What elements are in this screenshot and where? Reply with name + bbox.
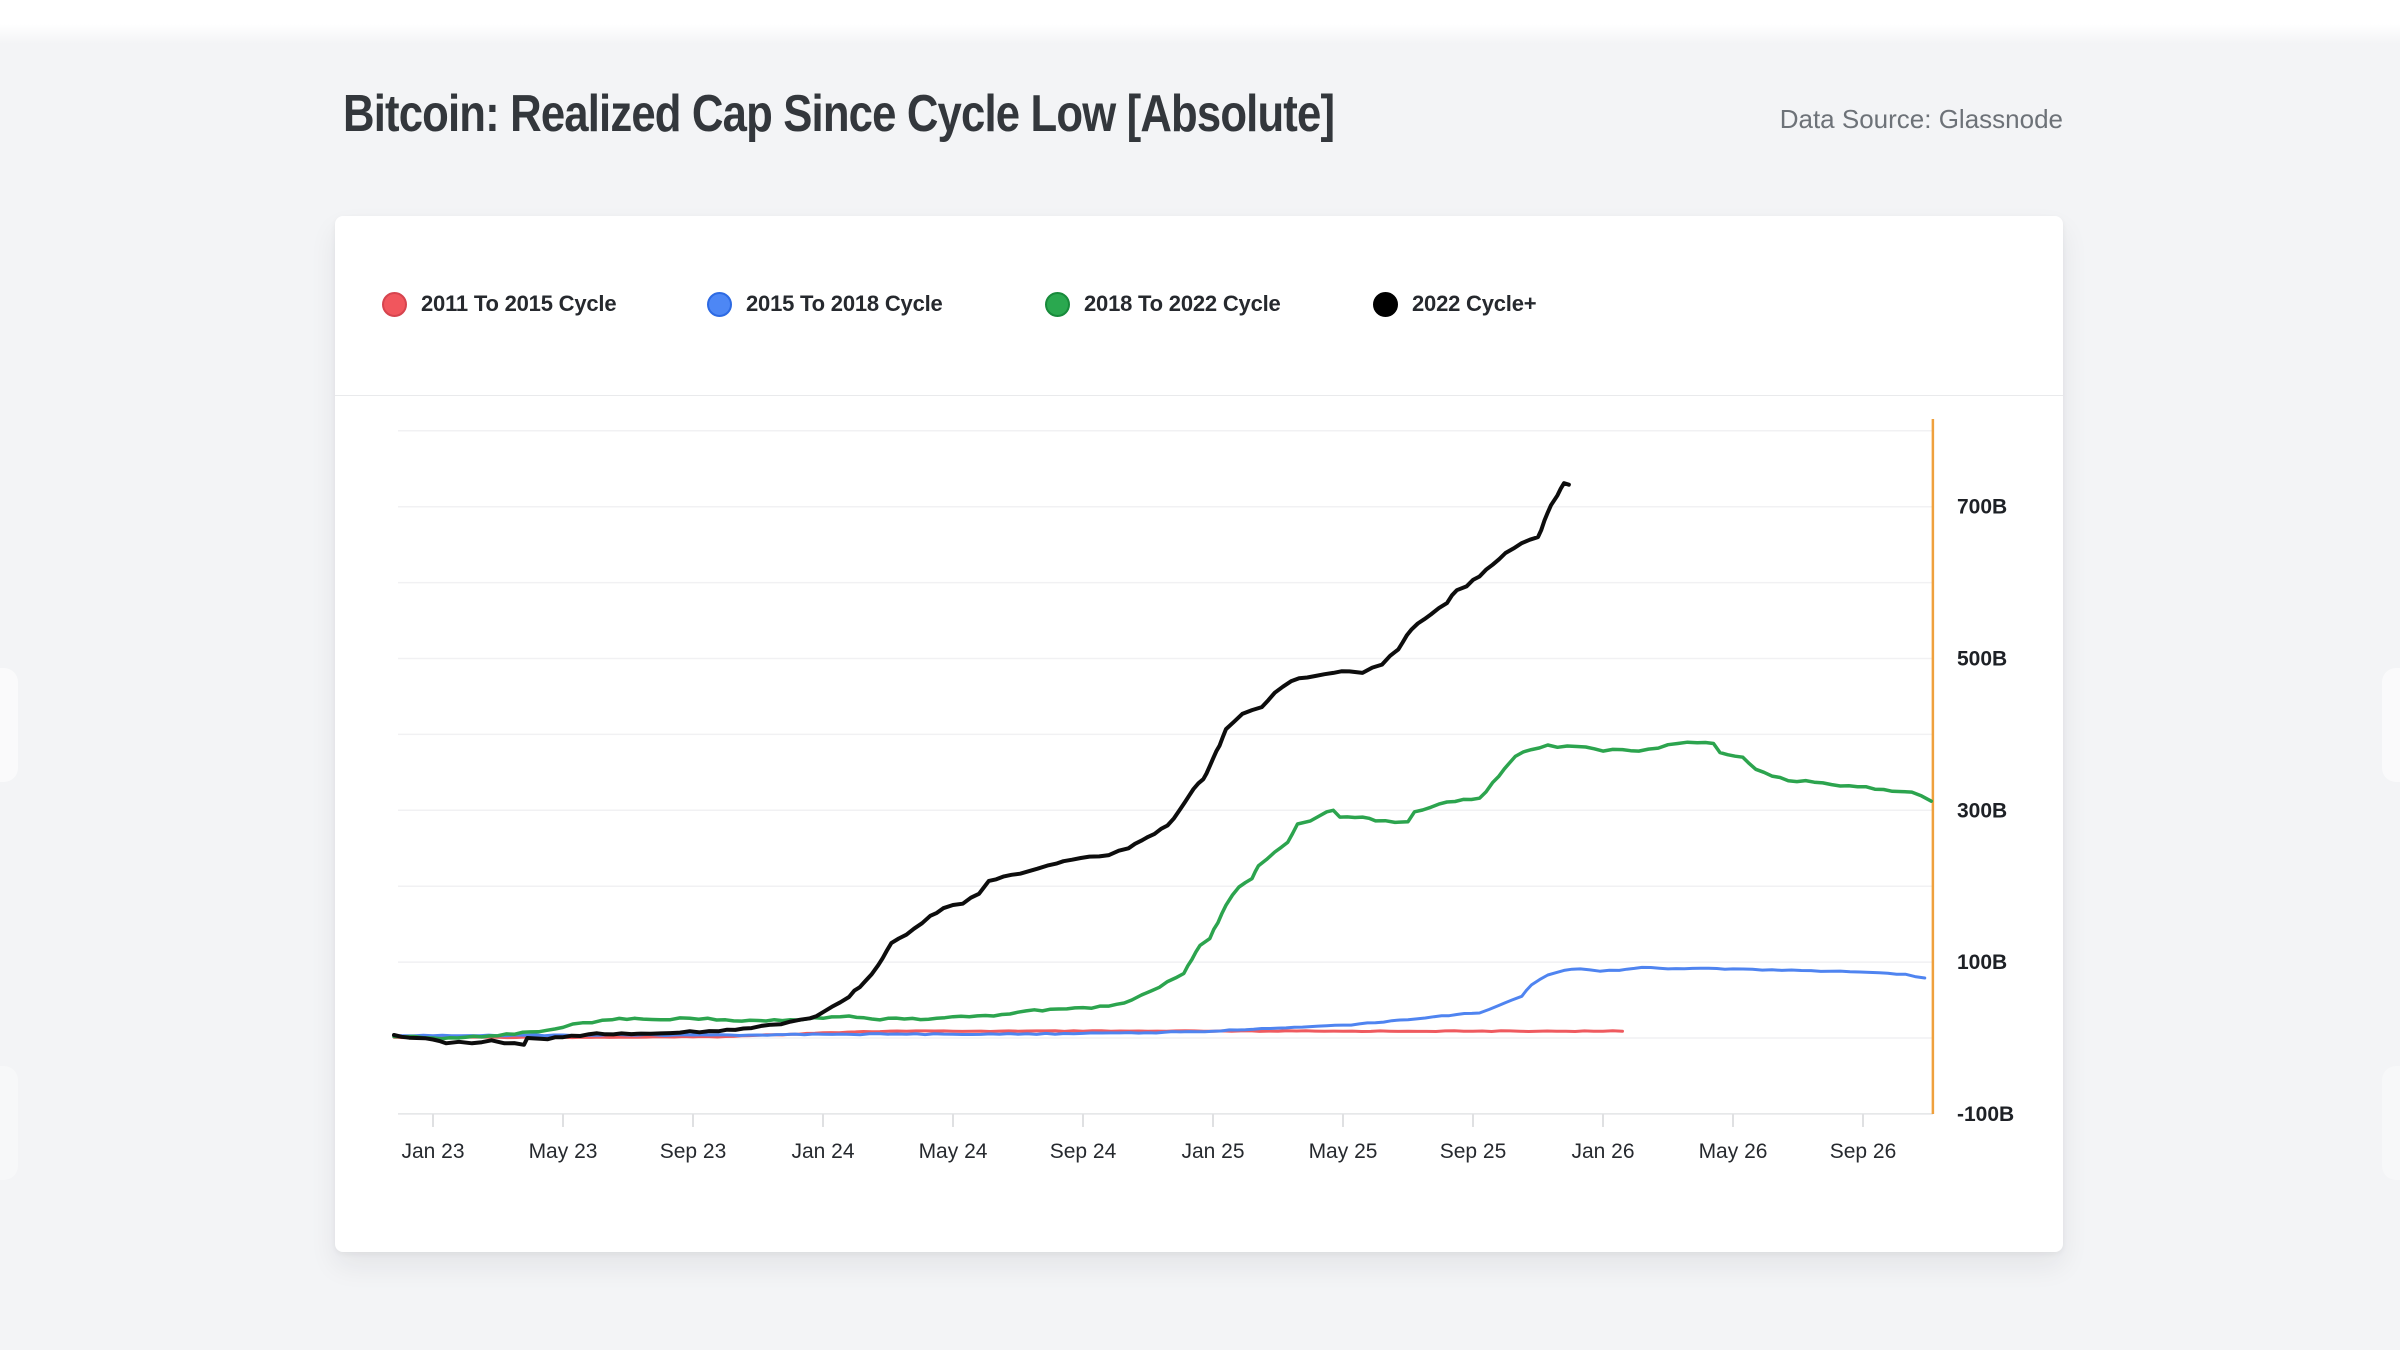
chart-legend: 2011 To 2015 Cycle 2015 To 2018 Cycle 2018… bbox=[335, 216, 2063, 395]
realized-cap-chart[interactable]: Jan 23 May 23 Sep 23 Jan 24 May 24 Sep 24 Jan … bbox=[335, 216, 2063, 1252]
legend-swatch-icon bbox=[1373, 291, 1398, 317]
series-line-2015-to-2018-cycle[interactable] bbox=[392, 965, 1927, 1038]
chart-card: 2011 To 2015 Cycle 2015 To 2018 Cycle 2018… bbox=[335, 216, 2063, 1252]
y-tick-label: 500B bbox=[1957, 648, 2007, 671]
x-tick-label: May 25 bbox=[1309, 1140, 1378, 1163]
legend-swatch-icon bbox=[1045, 291, 1070, 317]
x-tick-label: Sep 26 bbox=[1830, 1140, 1897, 1163]
y-tick-label: 300B bbox=[1957, 799, 2007, 822]
x-tick-label: Sep 24 bbox=[1050, 1140, 1117, 1163]
legend-divider bbox=[335, 395, 2063, 396]
legend-swatch-icon bbox=[707, 291, 732, 317]
legend-item-label: 2018 To 2022 Cycle bbox=[1084, 291, 1281, 316]
background-ghost-card bbox=[2382, 668, 2400, 782]
background-ghost-card bbox=[0, 668, 18, 782]
background-ghost-card bbox=[2382, 1066, 2400, 1180]
x-tick-label: May 26 bbox=[1699, 1140, 1768, 1163]
x-tick-label: May 24 bbox=[919, 1140, 988, 1163]
page-top-highlight bbox=[0, 0, 2400, 44]
legend-item-2015-to-2018-cycle[interactable]: 2015 To 2018 Cycle bbox=[707, 288, 943, 320]
series-line-2022-cycle-[interactable] bbox=[392, 481, 1571, 1047]
x-tick-label: Sep 23 bbox=[660, 1140, 727, 1163]
legend-item-label: 2011 To 2015 Cycle bbox=[421, 291, 617, 316]
x-tick-label: Jan 24 bbox=[791, 1140, 854, 1163]
y-tick-label: 700B bbox=[1957, 496, 2007, 519]
x-tick-label: Jan 25 bbox=[1181, 1140, 1244, 1163]
background-ghost-card bbox=[0, 1066, 18, 1180]
legend-item-2011-to-2015-cycle[interactable]: 2011 To 2015 Cycle bbox=[382, 288, 617, 320]
legend-swatch-icon bbox=[382, 291, 407, 317]
x-tick-label: Sep 25 bbox=[1440, 1140, 1507, 1163]
page-title: Bitcoin: Realized Cap Since Cycle Low [A… bbox=[343, 85, 1335, 143]
x-tick-label: Jan 23 bbox=[401, 1140, 464, 1163]
data-source-label: Data Source: Glassnode bbox=[1779, 104, 2063, 134]
legend-item-2018-to-2022-cycle[interactable]: 2018 To 2022 Cycle bbox=[1045, 288, 1281, 320]
legend-item-label: 2015 To 2018 Cycle bbox=[746, 291, 943, 316]
y-tick-label: -100B bbox=[1957, 1103, 2014, 1126]
x-tick-label: Jan 26 bbox=[1571, 1140, 1634, 1163]
legend-item-label: 2022 Cycle+ bbox=[1412, 291, 1537, 316]
x-tick-label: May 23 bbox=[529, 1140, 598, 1163]
legend-item-2022-cycle-[interactable]: 2022 Cycle+ bbox=[1373, 288, 1537, 320]
series-line-2018-to-2022-cycle[interactable] bbox=[392, 740, 1934, 1041]
y-tick-label: 100B bbox=[1957, 951, 2007, 974]
series-line-2011-to-2015-cycle[interactable] bbox=[392, 1029, 1624, 1040]
